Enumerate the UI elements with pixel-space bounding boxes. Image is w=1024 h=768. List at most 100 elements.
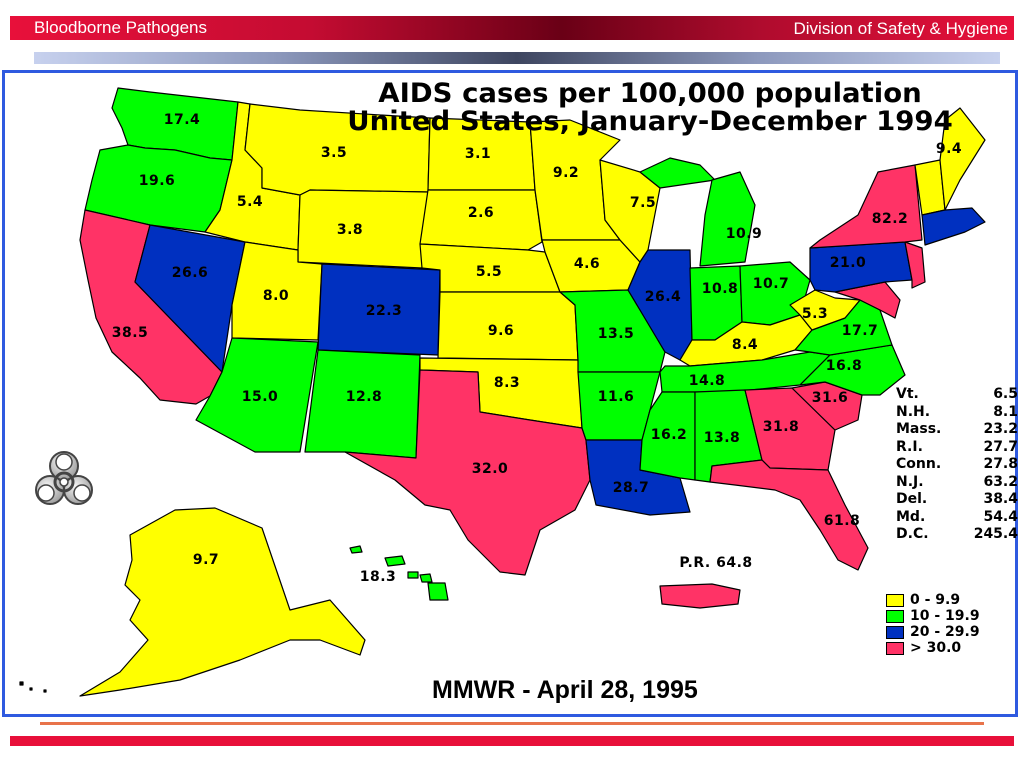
- map-title-line2: United States, January-December 1994: [347, 106, 953, 137]
- label-wyoming: 3.8: [336, 222, 364, 238]
- slide-title: Bloodborne Pathogens: [34, 18, 207, 37]
- label-missouri: 13.5: [597, 326, 635, 342]
- label-tennessee: 14.8: [688, 373, 726, 389]
- label-maine: 9.4: [935, 141, 963, 157]
- label-oregon: 19.6: [138, 173, 176, 189]
- state-texas: [344, 369, 591, 576]
- small-state-row: N.J. 63.2: [896, 474, 1018, 492]
- label-texas: 32.0: [471, 461, 509, 477]
- label-ohio: 10.7: [752, 276, 790, 292]
- small-state-row: D.C. 245.4: [896, 526, 1018, 544]
- state-nevada: [134, 224, 246, 373]
- small-state-value: 245.4: [973, 526, 1018, 542]
- label-nevada: 26.6: [171, 265, 209, 281]
- label-north-dakota: 3.1: [464, 146, 492, 162]
- label-wisconsin: 7.5: [629, 195, 657, 211]
- map-title-line1: AIDS cases per 100,000 population: [378, 78, 922, 109]
- state-south-dakota: [419, 189, 543, 251]
- small-state-row: Mass. 23.2: [896, 421, 1018, 439]
- legend-label: 20 - 29.9: [910, 624, 980, 640]
- state-massachusetts: [921, 207, 986, 246]
- label-florida: 61.8: [823, 513, 861, 529]
- state-florida: [709, 459, 869, 571]
- label-puerto-rico: P.R. 64.8: [679, 555, 753, 571]
- label-iowa: 4.6: [573, 256, 601, 272]
- legend-label: 10 - 19.9: [910, 608, 980, 624]
- state-michigan-upper: [639, 157, 716, 189]
- small-state-row: Vt. 6.5: [896, 386, 1018, 404]
- label-hawaii: 18.3: [359, 569, 397, 585]
- small-state-name: N.J.: [896, 473, 924, 490]
- label-california: 38.5: [111, 325, 149, 341]
- department-title: Division of Safety & Hygiene: [793, 19, 1009, 38]
- bottom-bar: [10, 736, 1014, 746]
- label-illinois: 26.4: [644, 289, 682, 305]
- small-state-name: Del.: [896, 491, 928, 507]
- label-kentucky: 8.4: [731, 337, 759, 353]
- label-nebraska: 5.5: [475, 264, 503, 280]
- legend-swatch-blue: [886, 625, 904, 639]
- map-legend: 0 - 9.9 10 - 19.9 20 - 29.9 > 30.0: [886, 592, 980, 656]
- legend-label: 0 - 9.9: [910, 592, 961, 608]
- small-state-value: 27.8: [983, 456, 1018, 472]
- header-bar: Bloodborne Pathogens Division of Safety …: [10, 16, 1014, 40]
- label-washington: 17.4: [163, 112, 201, 128]
- state-hawaii: [349, 545, 449, 601]
- state-new-jersey: [904, 241, 926, 289]
- label-arkansas: 11.6: [597, 389, 635, 405]
- label-pennsylvania: 21.0: [829, 255, 867, 271]
- label-north-carolina: 16.8: [825, 358, 863, 374]
- map-title: AIDS cases per 100,000 population United…: [340, 80, 960, 136]
- legend-swatch-yellow: [886, 593, 904, 607]
- label-south-carolina: 31.6: [811, 390, 849, 406]
- label-virginia: 17.7: [841, 323, 879, 339]
- label-minnesota: 9.2: [552, 165, 580, 181]
- small-state-row: Del. 38.4: [896, 491, 1018, 509]
- small-state-name: N.H.: [896, 403, 931, 420]
- label-montana: 3.5: [320, 145, 348, 161]
- state-arizona: [195, 337, 319, 453]
- label-arizona: 15.0: [241, 389, 279, 405]
- label-utah: 8.0: [262, 288, 290, 304]
- small-state-row: Md. 54.4: [896, 509, 1018, 527]
- label-indiana: 10.8: [701, 281, 739, 297]
- small-states-list: Vt. 6.5 N.H. 8.1 Mass. 23.2 R.I. 27.7 Conn. 2…: [896, 386, 1018, 544]
- puerto-rico: [659, 583, 741, 609]
- legend-swatch-red: [886, 641, 904, 655]
- decorative-gradient-bar: [34, 52, 1000, 64]
- source-caption: MMWR - April 28, 1995: [432, 676, 698, 704]
- small-state-name: Mass.: [896, 421, 942, 437]
- label-alaska: 9.7: [192, 552, 220, 568]
- label-michigan: 10.9: [725, 226, 763, 242]
- legend-item: 20 - 29.9: [886, 624, 980, 640]
- label-west-virginia: 5.3: [801, 306, 829, 322]
- bottom-divider-line: [40, 722, 984, 725]
- label-south-dakota: 2.6: [467, 205, 495, 221]
- label-new-mexico: 12.8: [345, 389, 383, 405]
- legend-swatch-green: [886, 609, 904, 623]
- legend-item: 0 - 9.9: [886, 592, 980, 608]
- small-state-value: 27.7: [983, 438, 1018, 455]
- label-mississippi: 16.2: [650, 427, 688, 443]
- label-georgia: 31.8: [762, 419, 800, 435]
- label-colorado: 22.3: [365, 303, 403, 319]
- small-state-value: 63.2: [983, 473, 1018, 490]
- small-state-value: 38.4: [983, 491, 1018, 507]
- state-new-york: [809, 164, 923, 249]
- small-state-name: D.C.: [896, 526, 929, 542]
- small-state-name: Conn.: [896, 456, 942, 472]
- biohazard-icon: [35, 451, 93, 505]
- state-michigan: [699, 171, 756, 267]
- label-idaho: 5.4: [236, 194, 264, 210]
- label-louisiana: 28.7: [612, 480, 650, 496]
- small-state-row: R.I. 27.7: [896, 439, 1018, 457]
- label-oklahoma: 8.3: [493, 375, 521, 391]
- small-state-value: 54.4: [983, 508, 1018, 525]
- small-state-name: Vt.: [896, 386, 919, 402]
- small-state-value: 8.1: [993, 403, 1018, 420]
- legend-item: > 30.0: [886, 640, 980, 656]
- small-state-row: Conn. 27.8: [896, 456, 1018, 474]
- small-state-row: N.H. 8.1: [896, 404, 1018, 422]
- label-kansas: 9.6: [487, 323, 515, 339]
